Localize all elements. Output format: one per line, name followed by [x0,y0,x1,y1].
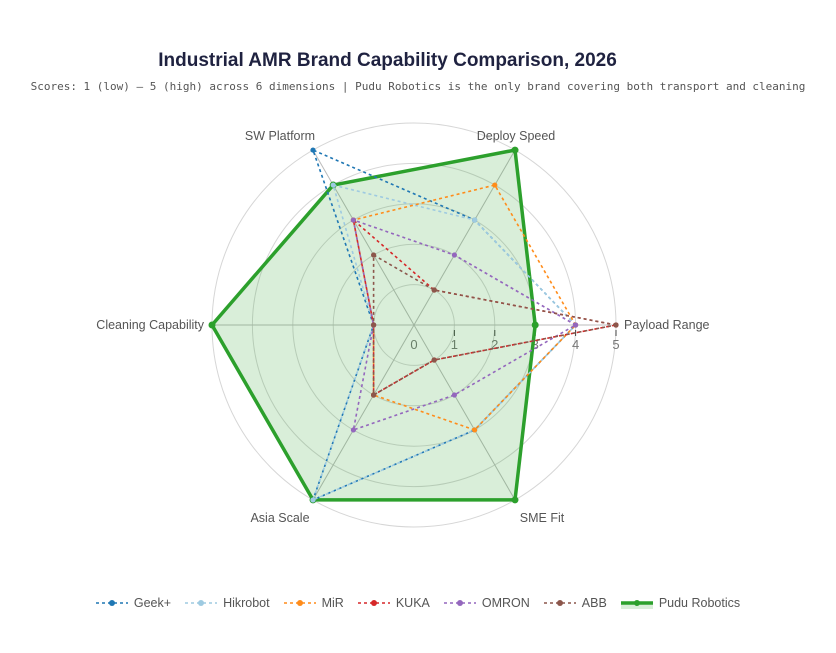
axis-line [413,149,516,326]
legend-swatch [357,600,390,606]
legend-item[interactable]: Pudu Robotics [620,596,741,610]
legend-marker [370,600,377,606]
data-point [371,392,377,398]
legend-marker [108,600,115,606]
axis-label: Deploy Speed [477,129,556,143]
data-point [350,427,356,433]
legend-label: ABB [581,596,607,610]
radial-tick-label: 2 [491,337,498,352]
axis-label: SW Platform [245,129,315,143]
legend-label: Pudu Robotics [658,596,741,610]
legend-label: Hikrobot [223,596,270,610]
legend-item[interactable]: ABB [543,596,607,610]
data-point [511,496,519,504]
data-point [573,322,579,328]
legend-item[interactable]: Geek+ [95,596,172,610]
radial-tick-label: 5 [612,337,619,352]
data-point [613,322,619,328]
legend-swatch [283,600,316,606]
legend-marker [633,600,640,606]
data-point [472,217,478,223]
legend-item[interactable]: OMRON [443,596,530,610]
axis-label: SME Fit [520,511,565,525]
data-point [371,252,377,258]
radial-tick-label: 4 [572,337,579,352]
legend-swatch [543,600,576,606]
legend-marker [556,600,563,606]
data-point [511,146,519,154]
axis-label: Asia Scale [250,511,309,525]
data-point [330,182,336,188]
legend-swatch [620,600,653,609]
data-point [531,321,539,329]
axis-line [312,149,415,326]
legend-swatch [185,600,218,606]
data-point [371,322,377,328]
data-point [451,252,457,258]
legend-label: Geek+ [133,596,172,610]
data-point [431,287,437,293]
data-point [451,392,457,398]
data-point [472,427,478,433]
chart-subtitle: Scores: 1 (low) – 5 (high) across 6 dime… [30,80,806,93]
radial-tick-label: 1 [451,337,458,352]
legend-marker [456,600,463,606]
chart-title: Industrial AMR Brand Capability Comparis… [158,50,617,71]
legend-label: OMRON [481,596,530,610]
axis-line [413,324,516,501]
series-abb [371,252,619,398]
data-point [492,182,498,188]
axis-line [312,324,415,501]
radial-tick-label: 3 [532,337,539,352]
legend-label: KUKA [395,596,430,610]
data-point [310,147,316,153]
radial-tick-label: 0 [410,337,417,352]
legend-swatch [95,600,128,606]
legend-label: MiR [321,596,344,610]
legend-marker [296,600,303,606]
legend-swatch [443,600,476,606]
data-point [310,497,316,503]
legend-marker [198,600,205,606]
legend: Geek+ Hikrobot MiR KUKA OMRON ABB Pudu Robotic… [0,596,836,610]
axis-label: Payload Range [624,318,710,332]
legend-item[interactable]: KUKA [357,596,430,610]
axis-label: Cleaning Capability [96,318,204,332]
data-point [431,357,437,363]
legend-item[interactable]: MiR [283,596,344,610]
data-point [208,321,216,329]
data-point [350,217,356,223]
legend-item[interactable]: Hikrobot [185,596,270,610]
